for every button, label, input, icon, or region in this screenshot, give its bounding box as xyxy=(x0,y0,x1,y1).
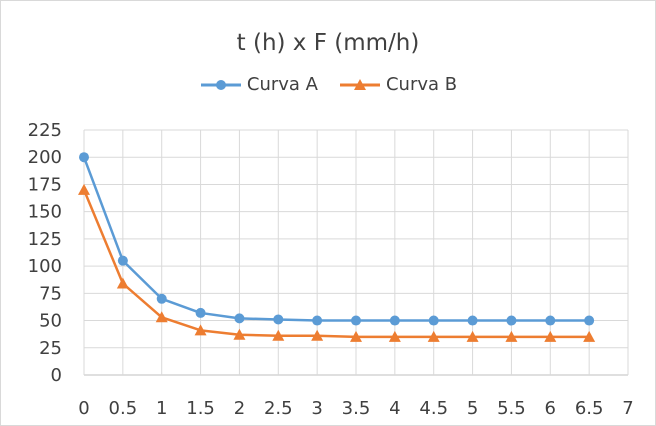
data-point-curva-a xyxy=(195,307,206,318)
series-line-curva-b xyxy=(82,189,590,339)
x-tick-label: 0.5 xyxy=(109,398,138,419)
x-tick-label: 2.5 xyxy=(264,398,293,419)
legend: Curva A Curva B xyxy=(0,74,656,95)
data-point-curva-b xyxy=(505,330,518,342)
data-point-curva-b xyxy=(155,311,168,323)
x-tick-label: 6 xyxy=(545,398,556,419)
y-tick-label: 150 xyxy=(28,202,62,223)
data-point-curva-b xyxy=(233,328,246,340)
x-tick-label: 5.5 xyxy=(497,398,526,419)
data-point-curva-a xyxy=(79,152,89,163)
legend-label-curva-a: Curva A xyxy=(246,74,318,95)
data-point-curva-a xyxy=(506,315,517,326)
legend-marker-curva-a xyxy=(200,79,241,90)
data-point-curva-a xyxy=(389,315,400,326)
data-point-curva-b xyxy=(311,329,324,341)
y-tick-label: 50 xyxy=(39,311,62,332)
x-tick-label: 0 xyxy=(78,398,89,419)
data-point-curva-b xyxy=(116,277,129,289)
data-point-curva-a xyxy=(273,314,284,325)
y-tick-label: 0 xyxy=(51,365,62,386)
y-tick-label: 175 xyxy=(28,174,62,195)
data-point-curva-a xyxy=(467,315,478,326)
x-tick-label: 2 xyxy=(234,398,245,419)
data-point-curva-a xyxy=(584,315,595,326)
chart-title: t (h) x F (mm/h) xyxy=(236,30,420,56)
data-point-curva-b xyxy=(272,329,285,341)
data-point-curva-b xyxy=(194,324,207,336)
x-tick-label: 3.5 xyxy=(342,398,371,419)
x-tick-label: 1 xyxy=(156,398,167,419)
y-tick-label: 75 xyxy=(39,283,62,304)
data-point-curva-a xyxy=(545,315,556,326)
legend-label-curva-b: Curva B xyxy=(385,74,458,95)
x-tick-label: 7 xyxy=(622,398,633,419)
data-point-curva-a xyxy=(117,255,128,266)
x-tick-label: 4.5 xyxy=(419,398,448,419)
series-line-curva-a xyxy=(82,156,590,322)
legend-item-curva-a: Curva A xyxy=(199,74,318,95)
data-point-curva-b xyxy=(583,330,596,342)
data-point-curva-b xyxy=(544,330,557,342)
y-tick-label: 25 xyxy=(39,338,62,359)
y-tick-label: 225 xyxy=(28,120,62,141)
x-tick-label: 4 xyxy=(389,398,400,419)
data-point-curva-a xyxy=(351,315,361,326)
data-point-curva-b xyxy=(350,330,362,342)
y-tick-label: 125 xyxy=(28,229,62,250)
y-tick-label: 100 xyxy=(28,256,62,277)
data-point-curva-a xyxy=(428,315,439,326)
y-tick-label: 200 xyxy=(28,147,62,168)
data-point-curva-a xyxy=(234,313,245,324)
data-point-curva-b xyxy=(388,330,401,342)
data-point-curva-b xyxy=(78,183,90,195)
legend-item-curva-b: Curva B xyxy=(338,74,457,95)
legend-marker-curva-b xyxy=(339,78,380,90)
data-point-curva-a xyxy=(156,293,167,304)
x-tick-label: 1.5 xyxy=(186,398,215,419)
x-tick-label: 6.5 xyxy=(575,398,604,419)
x-tick-label: 3 xyxy=(311,398,322,419)
data-point-curva-a xyxy=(312,315,323,326)
data-point-curva-b xyxy=(466,330,479,342)
x-tick-label: 5 xyxy=(467,398,478,419)
data-point-curva-b xyxy=(427,330,440,342)
